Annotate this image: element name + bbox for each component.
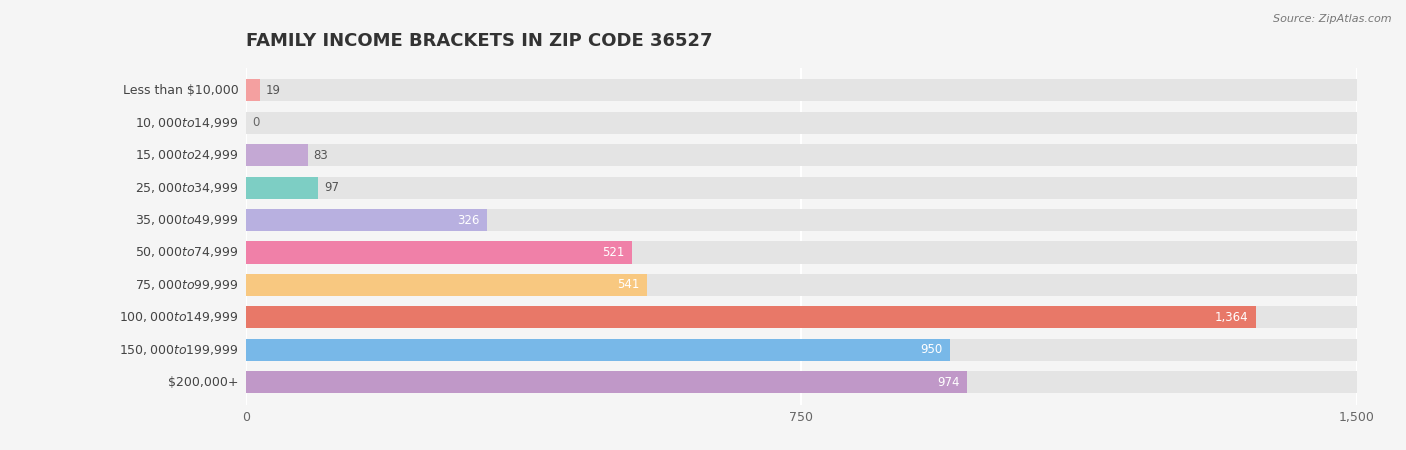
Text: FAMILY INCOME BRACKETS IN ZIP CODE 36527: FAMILY INCOME BRACKETS IN ZIP CODE 36527 [246,32,713,50]
Bar [246,79,1357,101]
Bar [246,176,1357,198]
Bar [246,339,949,361]
Text: 97: 97 [323,181,339,194]
Bar [246,371,1357,393]
Text: 0: 0 [252,116,259,129]
Bar [246,209,1357,231]
Text: $75,000 to $99,999: $75,000 to $99,999 [135,278,239,292]
Bar [246,371,967,393]
Text: $25,000 to $34,999: $25,000 to $34,999 [135,180,239,194]
Bar [246,274,647,296]
Text: 974: 974 [938,376,960,389]
Bar [246,112,1357,134]
Bar [246,274,1357,296]
Text: 521: 521 [602,246,624,259]
Bar [246,144,1357,166]
Text: 541: 541 [617,279,640,292]
Text: Less than $10,000: Less than $10,000 [122,84,239,97]
Text: 950: 950 [920,343,942,356]
Text: $35,000 to $49,999: $35,000 to $49,999 [135,213,239,227]
Bar [246,242,1357,264]
Bar [246,79,260,101]
Bar [246,209,488,231]
Text: $50,000 to $74,999: $50,000 to $74,999 [135,246,239,260]
Bar [246,306,1256,328]
Bar [246,306,1357,328]
Text: 1,364: 1,364 [1215,311,1249,324]
Text: $10,000 to $14,999: $10,000 to $14,999 [135,116,239,130]
Text: $150,000 to $199,999: $150,000 to $199,999 [120,343,239,357]
Text: $15,000 to $24,999: $15,000 to $24,999 [135,148,239,162]
Bar [246,242,631,264]
Text: 19: 19 [266,84,281,97]
Bar [246,144,308,166]
Bar [246,339,1357,361]
Text: $200,000+: $200,000+ [169,376,239,389]
Text: 83: 83 [314,148,328,162]
Text: 326: 326 [458,213,479,226]
Text: Source: ZipAtlas.com: Source: ZipAtlas.com [1274,14,1392,23]
Bar [246,176,318,198]
Text: $100,000 to $149,999: $100,000 to $149,999 [120,310,239,324]
